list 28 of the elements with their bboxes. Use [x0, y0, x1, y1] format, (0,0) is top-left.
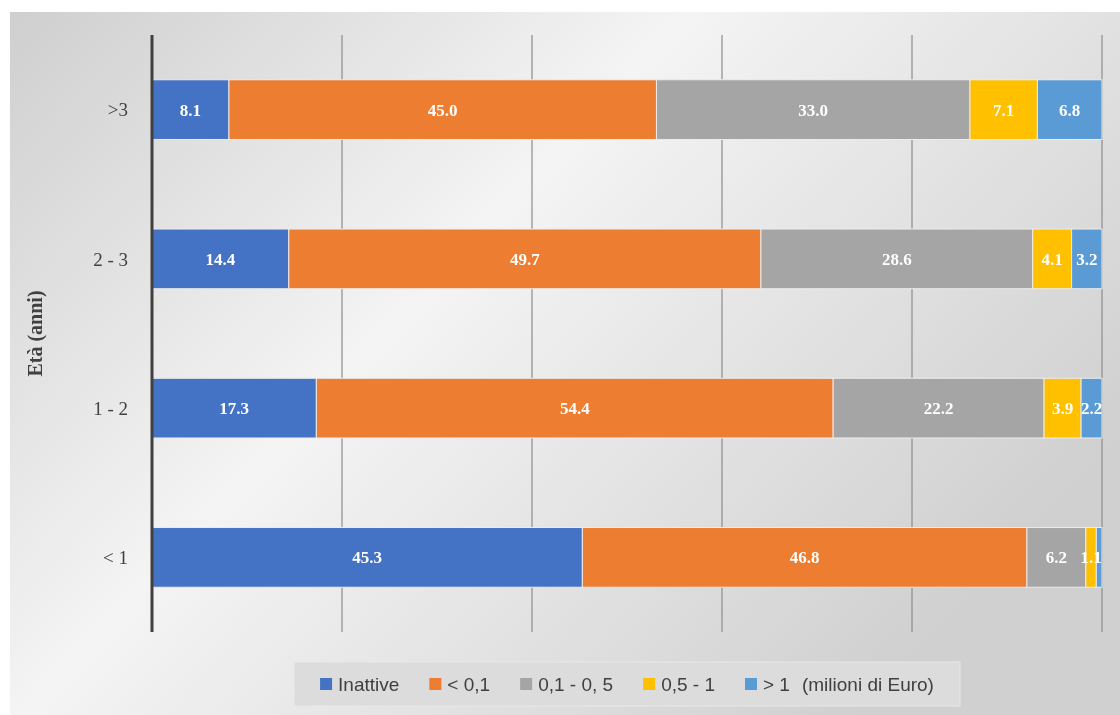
- y-tick-label: < 1: [103, 547, 128, 569]
- legend-label: 0,1 - 0, 5: [538, 673, 614, 695]
- text: < 0,1: [447, 673, 491, 695]
- data-label: 6.8: [1059, 100, 1081, 120]
- y-tick-label: >3: [107, 99, 128, 121]
- data-label: 22.2: [923, 399, 954, 419]
- data-label: 3.2: [1076, 249, 1098, 269]
- legend-label: > 1: [763, 673, 790, 695]
- data-label: 6.2: [1045, 548, 1068, 568]
- data-label: 14.4: [205, 249, 236, 269]
- legend-label: Inattive: [338, 673, 400, 695]
- data-label: 7.1: [993, 100, 1015, 120]
- legend-title: (milioni di Euro): [801, 673, 934, 695]
- legend-label: 0,5 - 1: [661, 673, 715, 695]
- data-label: 8.1: [179, 100, 202, 120]
- data-label: 45.3: [352, 548, 383, 568]
- data-label: 54.4: [559, 399, 591, 419]
- y-axis-title: Età (anni): [24, 290, 47, 377]
- data-label: 33.0: [798, 100, 829, 120]
- y-tick-label: 1 - 2: [93, 397, 128, 419]
- data-label: 17.3: [219, 399, 250, 419]
- data-label: 49.7: [510, 249, 541, 269]
- data-label: 28.6: [881, 249, 912, 269]
- data-label: 4.1: [1041, 249, 1063, 269]
- data-label: 46.8: [789, 548, 820, 568]
- y-tick-label: 2 - 3: [93, 248, 128, 270]
- data-label: 45.0: [427, 100, 458, 120]
- data-label: 3.9: [1051, 399, 1074, 419]
